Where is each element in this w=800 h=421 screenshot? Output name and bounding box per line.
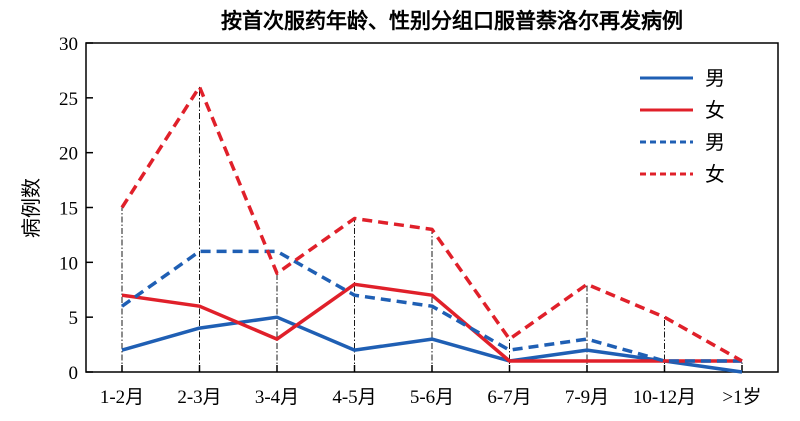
- y-tick-label: 20: [59, 144, 78, 165]
- series-line-1: [121, 315, 743, 374]
- plot-area: 0 5 10 15 20 25 30 1-2月 2-3月 3-4月 4-5月 5-6月 6-7月 7-9月…: [59, 34, 779, 408]
- x-tick-label: 5-6月: [410, 387, 454, 408]
- series-line-2: [121, 282, 742, 363]
- x-tick-label: 2-3月: [177, 387, 221, 408]
- legend-label-4: 女: [705, 162, 725, 186]
- series-line-3: [120, 249, 742, 363]
- legend-label-1: 男: [705, 66, 725, 90]
- x-tick-label: >1岁: [722, 386, 761, 408]
- legend-label-3: 男: [705, 130, 725, 154]
- x-tick-label: 1-2月: [100, 387, 144, 408]
- y-tick-label: 30: [59, 34, 78, 55]
- y-axis-label: 病例数: [19, 178, 43, 238]
- x-tick-label: 7-9月: [565, 387, 609, 408]
- x-tick-label: 6-7月: [487, 387, 531, 408]
- y-tick-label: 0: [69, 363, 79, 384]
- x-tick-label: 10-12月: [633, 387, 696, 408]
- series-line-4: [120, 85, 743, 363]
- y-tick-label: 10: [59, 253, 78, 274]
- x-tick-label: 4-5月: [332, 387, 376, 408]
- legend-label-2: 女: [705, 98, 725, 122]
- chart-title: 按首次服药年龄、性别分组口服普萘洛尔再发病例: [221, 9, 683, 33]
- y-tick-label: 5: [69, 308, 79, 329]
- y-tick-label: 15: [59, 199, 78, 220]
- y-tick-label: 25: [59, 89, 78, 110]
- x-tick-label: 3-4月: [255, 387, 299, 408]
